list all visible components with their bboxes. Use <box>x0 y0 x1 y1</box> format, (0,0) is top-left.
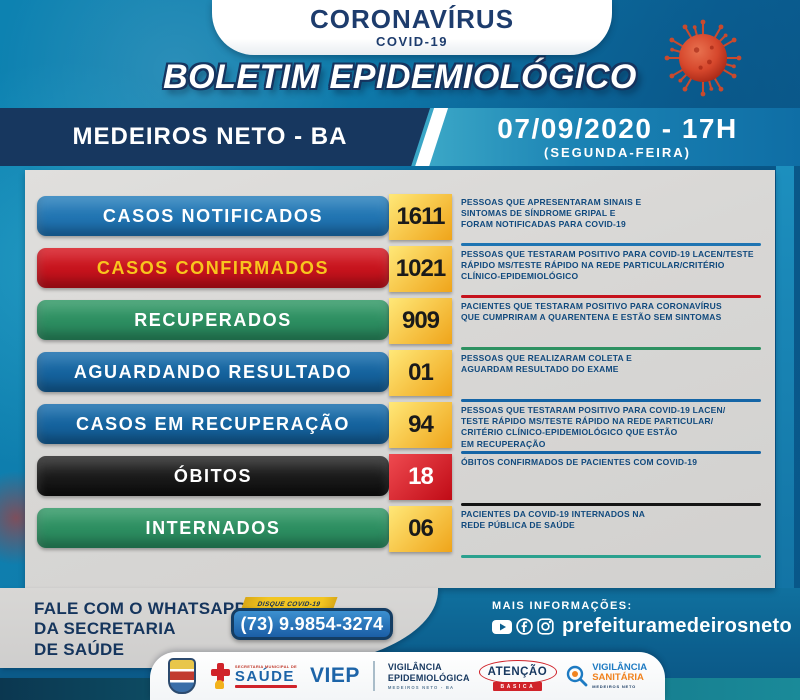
whatsapp-line3: DE SAÚDE <box>34 639 125 659</box>
saude-red-strip <box>234 684 297 689</box>
city-label: MEDEIROS NETO - BA <box>72 123 348 150</box>
stat-underline <box>461 242 761 246</box>
stat-label-bar: ÓBITOS <box>37 456 389 496</box>
vig-san-sub: MEDEIROS NETO <box>592 684 637 690</box>
stat-label-bar: AGUARDANDO RESULTADO <box>37 352 389 392</box>
stat-value-badge: 1611 <box>389 194 452 240</box>
location-date-bar: MEDEIROS NETO - BA 07/09/2020 - 17H (SEG… <box>0 108 800 166</box>
instagram-icon[interactable] <box>537 618 554 635</box>
stat-underline <box>461 554 761 558</box>
stat-row-internados: INTERNADOS 06 PACIENTES DA COVID-19 INTE… <box>37 506 775 560</box>
whatsapp-callout: FALE COM O WHATSAPP DA SECRETARIA DE SAÚ… <box>34 599 246 660</box>
stat-description: PACIENTES DA COVID-19 INTERNADOS NA REDE… <box>461 509 646 531</box>
vig-san-line1: VIGILÂNCIA <box>592 661 648 673</box>
saude-label: SAÚDE <box>234 667 295 685</box>
page-title: CORONAVÍRUS <box>309 4 515 34</box>
municipal-crest-icon <box>167 658 196 694</box>
stat-row-aguardando-resultado: AGUARDANDO RESULTADO 01 PESSOAS QUE REAL… <box>37 350 775 404</box>
stat-value-badge: 01 <box>389 350 452 396</box>
vigilancia-sanitaria-logo: VIGILÂNCIA SANITÁRIA MEDEIROS NETO <box>565 661 648 690</box>
right-accent-stripe <box>776 108 794 588</box>
stat-row-casos-em-recuperacao: CASOS EM RECUPERAÇÃO 94 PESSOAS QUE TEST… <box>37 402 775 456</box>
stat-description: PESSOAS QUE APRESENTARAM SINAIS E SINTOM… <box>461 197 642 230</box>
stat-description: PESSOAS QUE TESTARAM POSITIVO PARA COVID… <box>461 249 754 282</box>
youtube-icon[interactable] <box>492 619 512 634</box>
stat-row-recuperados: RECUPERADOS 909 PACIENTES QUE TESTARAM P… <box>37 298 775 352</box>
social-block: MAIS INFORMAÇÕES: prefeituramedeirosneto <box>492 600 792 638</box>
stat-underline <box>461 398 761 402</box>
stat-value-badge: 06 <box>389 506 452 552</box>
atencao-basica-logo: ATENÇÃO BÁSICA <box>478 660 557 691</box>
stat-underline <box>461 294 761 298</box>
weekday-label: (SEGUNDA-FEIRA) <box>544 144 691 160</box>
magnifier-icon <box>566 665 588 687</box>
vig-epi-line2: EPIDEMIOLÓGICA <box>387 672 470 683</box>
vig-san-line2: SANITÁRIA <box>592 671 644 683</box>
stat-label-bar: CASOS CONFIRMADOS <box>37 248 389 288</box>
stat-underline <box>461 346 761 350</box>
whatsapp-line1: FALE COM O WHATSAPP <box>34 599 247 618</box>
secretaria-saude-logo: SECRETARIA MUNICIPAL DE SAÚDE <box>209 663 297 689</box>
stat-value-badge: 909 <box>389 298 452 344</box>
phone-button[interactable]: (73) 9.9854-3274 <box>231 608 393 640</box>
facebook-icon[interactable] <box>516 618 533 635</box>
whatsapp-line2: DA SECRETARIA <box>34 619 176 639</box>
vig-epi-line1: VIGILÂNCIA <box>387 662 442 673</box>
health-cross-icon <box>209 663 231 689</box>
banner-title: BOLETIM EPIDEMIOLÓGICO <box>163 58 637 96</box>
stat-label-bar: INTERNADOS <box>37 508 389 548</box>
stat-description: PACIENTES QUE TESTARAM POSITIVO PARA COR… <box>461 301 722 323</box>
stat-label-bar: CASOS EM RECUPERAÇÃO <box>37 404 389 444</box>
basica-label: BÁSICA <box>492 682 543 691</box>
stat-value-badge: 1021 <box>389 246 452 292</box>
stat-row-obitos: ÓBITOS 18 ÓBITOS CONFIRMADOS DE PACIENTE… <box>37 454 775 508</box>
stat-description: PESSOAS QUE TESTARAM POSITIVO PARA COVID… <box>461 405 726 449</box>
stat-value-badge: 94 <box>389 402 452 448</box>
page-subtitle: COVID-19 <box>376 34 448 49</box>
stat-underline <box>461 502 761 506</box>
stat-description: PESSOAS QUE REALIZARAM COLETA E AGUARDAM… <box>461 353 633 375</box>
footer-logo-bar: SECRETARIA MUNICIPAL DE SAÚDE VIEP VIGIL… <box>150 652 665 700</box>
social-handle[interactable]: prefeituramedeirosneto <box>562 615 792 637</box>
stat-label-bar: CASOS NOTIFICADOS <box>37 196 389 236</box>
virus-icon <box>664 19 742 97</box>
header-card: CORONAVÍRUS COVID-19 <box>212 0 612 55</box>
logo-divider <box>372 661 375 691</box>
datetime-label: 07/09/2020 - 17H <box>497 112 738 144</box>
date-block: 07/09/2020 - 17H (SEGUNDA-FEIRA) <box>435 108 800 166</box>
saude-small-label: SECRETARIA MUNICIPAL DE <box>234 663 297 669</box>
stat-row-casos-notificados: CASOS NOTIFICADOS 1611 PESSOAS QUE APRES… <box>37 194 775 248</box>
stat-row-casos-confirmados: CASOS CONFIRMADOS 1021 PESSOAS QUE TESTA… <box>37 246 775 300</box>
stat-description: ÓBITOS CONFIRMADOS DE PACIENTES COM COVI… <box>461 457 698 467</box>
social-heading: MAIS INFORMAÇÕES: <box>492 600 633 612</box>
stats-panel: CASOS NOTIFICADOS 1611 PESSOAS QUE APRES… <box>25 170 775 588</box>
vig-epi-sub: MEDEIROS NETO - BA <box>387 684 455 690</box>
viep-logo: VIEP <box>310 664 360 687</box>
stat-label-bar: RECUPERADOS <box>37 300 389 340</box>
atencao-label: ATENÇÃO <box>487 666 548 679</box>
vigilancia-epidemiologica-logo: VIGILÂNCIA EPIDEMIOLÓGICA MEDEIROS NETO … <box>388 662 470 689</box>
stat-underline <box>461 450 761 454</box>
stat-value-badge: 18 <box>389 454 452 500</box>
